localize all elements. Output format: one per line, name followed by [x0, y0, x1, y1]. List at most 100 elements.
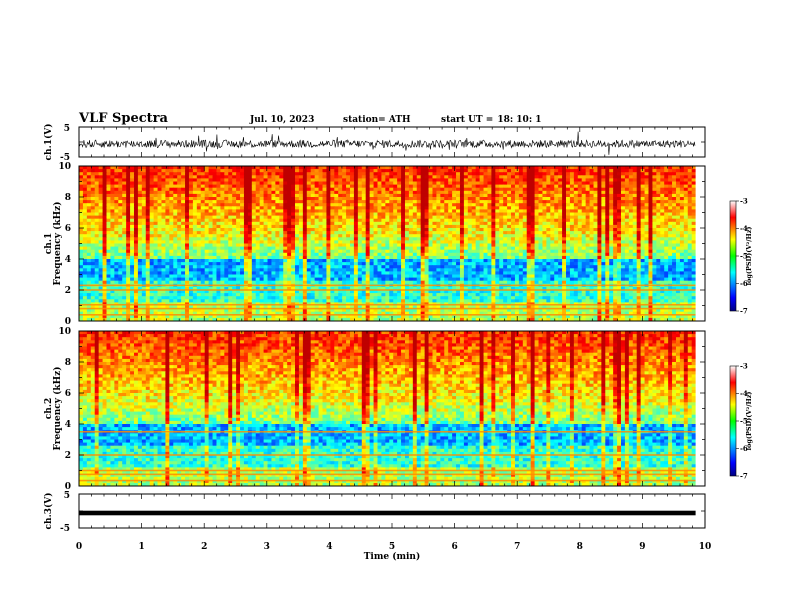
spectrogram-cell [581, 228, 587, 232]
spectrogram-cell [687, 175, 693, 179]
spectrogram-cell [526, 169, 532, 173]
spectrogram-cell [236, 246, 241, 251]
spectrogram-cell [491, 228, 496, 232]
spectrogram-cell [487, 193, 492, 198]
spectrogram-cell [263, 255, 268, 260]
spectrogram-cell [428, 206, 433, 210]
spectrogram-cell [212, 175, 217, 179]
spectrogram-cell [122, 231, 127, 235]
spectrogram-cell [259, 259, 264, 263]
spectrogram-cell [628, 178, 634, 182]
spectrogram-cell [110, 240, 115, 244]
spectrogram-cell [668, 221, 673, 226]
spectrogram-cell [491, 175, 496, 179]
spectrogram-cell [263, 206, 268, 210]
spectrogram-cell [569, 237, 575, 241]
spectrogram-cell [459, 262, 465, 266]
spectrogram-cell [617, 255, 622, 260]
spectrogram-cell [432, 178, 437, 182]
spectrogram-cell [165, 187, 170, 192]
spectrogram-cell [448, 255, 453, 260]
spectrogram-cell [491, 212, 496, 216]
spectrogram-cell [475, 262, 480, 266]
spectrogram-cell [456, 252, 461, 257]
spectrogram-cell [420, 200, 426, 204]
spectrogram-cell [149, 187, 155, 192]
spectrogram-cell [632, 246, 638, 251]
spectrogram-cell [220, 187, 225, 192]
spectrogram-cell [90, 197, 96, 201]
spectrogram-cell [428, 221, 433, 226]
spectrogram-cell [444, 187, 449, 192]
spectrogram-cell [620, 200, 626, 204]
spectrogram-cell [444, 215, 449, 220]
spectrogram-cell [609, 169, 614, 173]
spectrogram-cell [617, 209, 622, 213]
spectrogram-cell [110, 215, 115, 220]
spectrogram-cell [369, 234, 374, 238]
spectrogram-cell [691, 246, 697, 251]
spectrogram-cell [408, 215, 414, 220]
spectrogram-cell [683, 209, 689, 213]
spectrogram-cell [483, 215, 488, 220]
spectrogram-cell [357, 262, 363, 266]
spectrogram-cell [495, 181, 500, 185]
spectrogram-cell [554, 231, 559, 235]
spectrogram-cell [542, 166, 547, 170]
spectrogram-cell [106, 209, 111, 213]
spectrogram-cell [672, 212, 677, 216]
spectrogram-cell [389, 178, 394, 182]
spectrogram-cell [133, 218, 139, 223]
spectrogram-cell [188, 262, 194, 266]
spectrogram-cell [122, 262, 127, 266]
spectrogram-cell [577, 259, 583, 263]
spectrogram-cell [106, 184, 111, 189]
spectrogram-cell [683, 218, 689, 223]
spectrogram-cell [503, 209, 508, 213]
spectrogram-cell [550, 181, 555, 185]
spectrogram-cell [573, 221, 579, 226]
spectrogram-cell [224, 246, 229, 251]
spectrogram-cell [385, 224, 390, 229]
spectrogram-cell [114, 193, 119, 198]
spectrogram-cell [495, 231, 500, 235]
spectrogram-cell [562, 184, 567, 189]
spectrogram-cell [585, 181, 590, 185]
spectrogram-cell [181, 212, 186, 216]
spectrogram-cell [687, 203, 693, 207]
spectrogram-cell [153, 224, 158, 229]
spectrogram-cell [432, 197, 437, 201]
spectrogram-cell [491, 172, 496, 176]
spectrogram-cell [385, 212, 390, 216]
spectrogram-cell [149, 255, 155, 260]
spectrogram-cell [503, 243, 508, 247]
spectrogram-cell [597, 193, 602, 198]
spectrogram-cell [357, 203, 363, 207]
spectrogram-cell [302, 237, 308, 241]
spectrogram-cell [456, 178, 461, 182]
spectrogram-cell [247, 209, 253, 213]
spectrogram-cell [149, 172, 155, 176]
spectrogram-cell [444, 166, 449, 170]
spectrogram-cell [126, 209, 131, 213]
spectrogram-cell [291, 228, 296, 232]
spectrogram-cell [224, 206, 229, 210]
spectrogram-cell [471, 240, 477, 244]
spectrogram-cell [444, 255, 449, 260]
spectrogram-cell [271, 221, 276, 226]
spectrogram-cell [122, 243, 127, 247]
spectrogram-cell [295, 262, 300, 266]
spectrogram-cell [652, 190, 657, 195]
spectrogram-cell [310, 246, 316, 251]
spectrogram-cell [216, 209, 221, 213]
spectrogram-cell [648, 215, 653, 220]
spectrogram-cell [346, 259, 351, 263]
spectrogram-cell [204, 166, 210, 170]
spectrogram-cell [216, 178, 221, 182]
spectrogram-cell [86, 215, 92, 220]
spectrogram-cell [526, 237, 532, 241]
spectrogram-cell [471, 228, 477, 232]
spectrogram-cell [397, 262, 402, 266]
spectrogram-cell [546, 209, 551, 213]
spectrogram-cell [691, 234, 697, 238]
